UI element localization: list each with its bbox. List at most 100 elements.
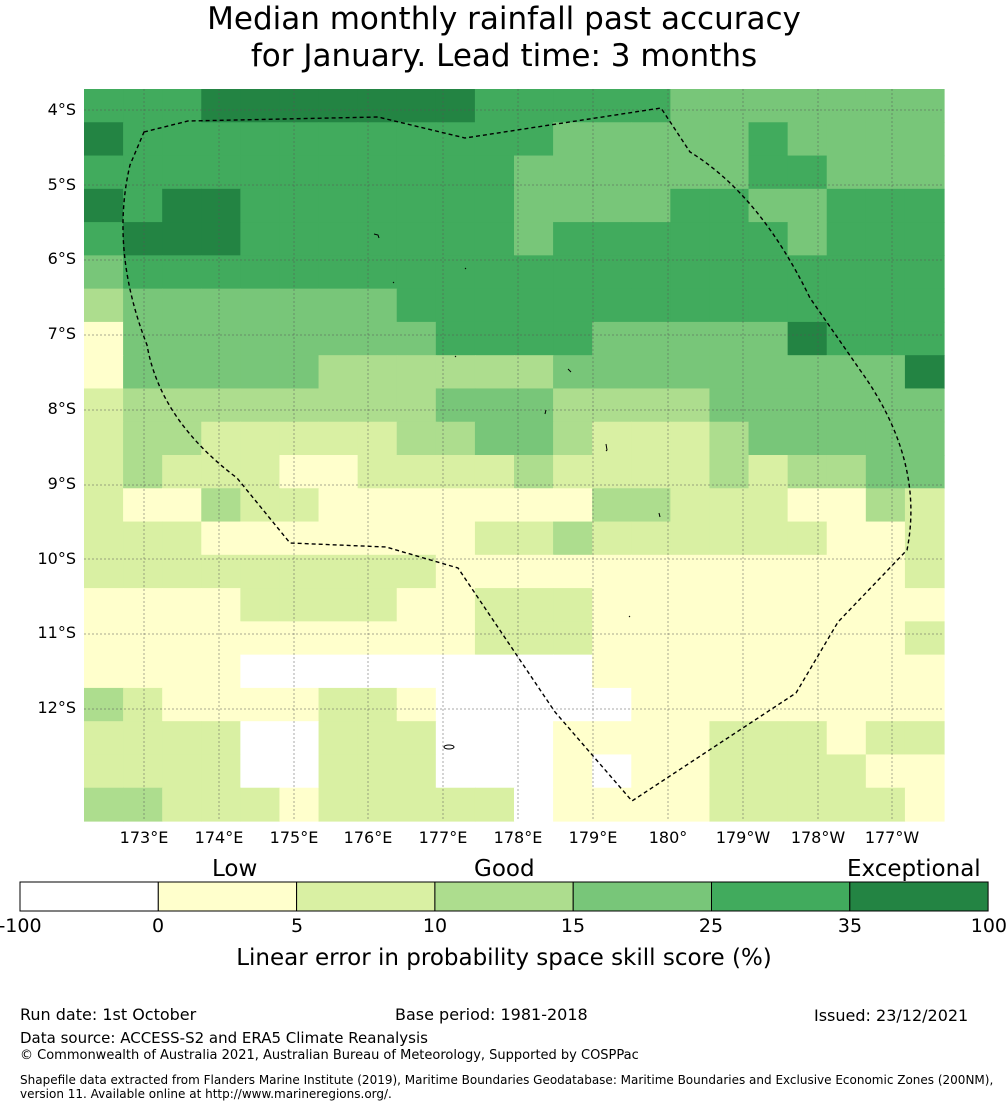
grid-cell	[748, 621, 789, 656]
grid-cell	[748, 787, 789, 822]
grid-cell	[904, 787, 945, 822]
grid-cell	[514, 588, 554, 622]
grid-cell	[474, 455, 515, 489]
grid-cell	[474, 588, 515, 622]
grid-cell	[201, 455, 241, 489]
grid-cell	[279, 122, 320, 157]
grid-cell	[592, 388, 632, 423]
colorbar-segment	[296, 881, 436, 912]
grid-cell	[201, 421, 241, 456]
lat-label-6s: 6°S	[47, 249, 76, 268]
grid-cell	[631, 89, 671, 123]
grid-cell	[904, 621, 945, 656]
grid-cell	[748, 222, 789, 256]
grid-cell	[357, 255, 398, 290]
grid-cell	[201, 388, 241, 423]
grid-cell	[709, 488, 750, 523]
grid-cell	[435, 621, 476, 656]
grid-cell	[435, 455, 476, 489]
grid-cell	[240, 455, 281, 489]
grid-cell	[435, 155, 476, 190]
grid-cell	[435, 89, 476, 123]
grid-cell	[865, 288, 906, 323]
category-exceptional: Exceptional	[847, 856, 981, 882]
base-period: Base period: 1981-2018	[395, 1005, 588, 1024]
grid-cell	[787, 554, 828, 589]
grid-cell	[279, 787, 320, 822]
grid-cell	[787, 754, 828, 789]
grid-cell	[318, 554, 359, 589]
grid-cell	[709, 754, 750, 789]
grid-cell	[84, 288, 124, 323]
grid-cell	[123, 721, 163, 756]
grid-cell	[826, 255, 867, 290]
grid-cell	[787, 188, 828, 223]
grid-cell	[592, 421, 632, 456]
grid-cell	[474, 388, 515, 423]
colorbar-segment	[157, 881, 298, 912]
grid-cell	[435, 388, 476, 423]
grid-cell	[709, 588, 750, 622]
grid-cell	[514, 455, 554, 489]
grid-cell	[201, 155, 241, 190]
grid-cell	[709, 787, 750, 822]
lon-label-178e: 178°E	[493, 828, 543, 847]
grid-cell	[84, 754, 124, 789]
grid-cell	[631, 122, 671, 157]
grid-cell	[631, 455, 671, 489]
grid-cell	[357, 588, 398, 622]
lon-label-179e: 179°E	[568, 828, 618, 847]
grid-cell	[357, 787, 398, 822]
grid-cell	[709, 222, 750, 256]
grid-cell	[748, 155, 789, 190]
grid-cell	[240, 787, 281, 822]
grid-cell	[553, 355, 593, 390]
grid-cell	[709, 654, 750, 689]
grid-cell	[162, 654, 202, 689]
grid-cell	[123, 455, 163, 489]
data-source: Data source: ACCESS-S2 and ERA5 Climate …	[20, 1029, 428, 1047]
grid-cell	[435, 588, 476, 622]
grid-cell	[592, 155, 632, 190]
lat-label-9s: 9°S	[47, 474, 76, 493]
grid-cell	[240, 621, 281, 656]
grid-cell	[84, 488, 124, 523]
grid-cell	[670, 754, 711, 789]
grid-cell	[826, 222, 867, 256]
grid-cell	[435, 654, 476, 689]
grid-cell	[631, 754, 671, 789]
colorbar-tick: 10	[422, 915, 448, 937]
grid-cell	[123, 255, 163, 290]
grid-cell	[279, 355, 320, 390]
grid-cell	[84, 155, 124, 190]
colorbar-tick: 0	[151, 915, 165, 937]
grid-cell	[631, 388, 671, 423]
grid-cell	[357, 721, 398, 756]
grid-cell	[592, 488, 632, 523]
grid-cell	[474, 288, 515, 323]
grid-cell	[84, 687, 124, 722]
colorbar-tick: 25	[698, 915, 724, 937]
grid-cell	[514, 188, 554, 223]
grid-cell	[84, 421, 124, 456]
grid-cell	[123, 355, 163, 390]
grid-cell	[670, 255, 711, 290]
grid-cell	[670, 421, 711, 456]
grid-cell	[396, 89, 437, 123]
grid-cell	[435, 554, 476, 589]
grid-cell	[553, 288, 593, 323]
grid-cell	[84, 355, 124, 390]
grid-cell	[787, 621, 828, 656]
grid-cell	[787, 455, 828, 489]
grid-cell	[553, 721, 593, 756]
grid-cell	[162, 521, 202, 556]
lat-label-5s: 5°S	[47, 175, 76, 194]
grid-cell	[826, 188, 867, 223]
lon-label-177w: 177°W	[864, 828, 920, 847]
grid-cell	[435, 355, 476, 390]
grid-cell	[592, 654, 632, 689]
grid-cell	[865, 222, 906, 256]
grid-cell	[553, 155, 593, 190]
grid-cell	[553, 554, 593, 589]
grid-cell	[162, 388, 202, 423]
